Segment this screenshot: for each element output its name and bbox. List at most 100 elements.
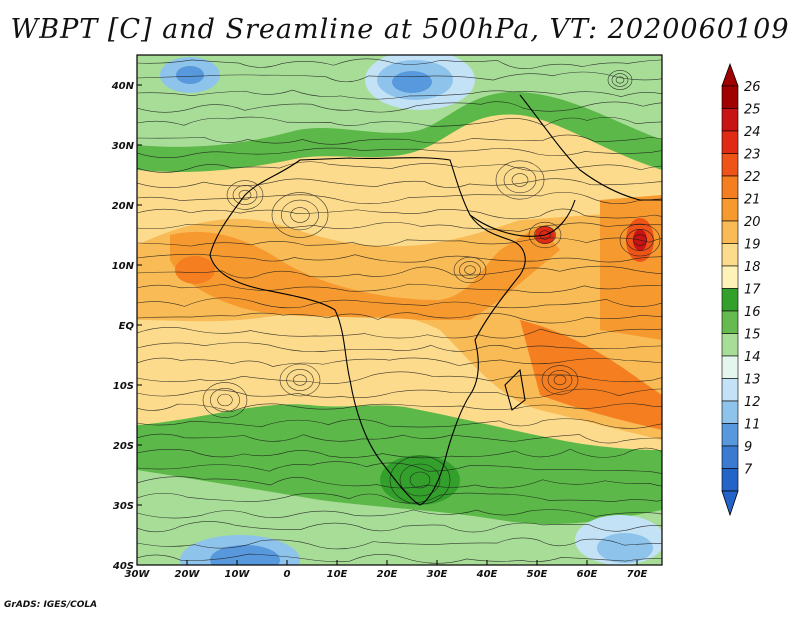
- streamline: [137, 191, 662, 205]
- colorbar-bottom-arrow: [721, 490, 739, 517]
- lat-tick-label: 30S: [113, 501, 134, 512]
- colorbar-swatch: [721, 288, 739, 312]
- streamline-eddy: [217, 393, 233, 407]
- colorbar-swatch: [721, 423, 739, 447]
- streamline: [137, 492, 662, 504]
- streamline-eddy: [202, 382, 248, 418]
- lat-tick-label: 10S: [113, 381, 134, 392]
- streamline-eddy: [459, 261, 481, 279]
- colorbar-label: 17: [744, 283, 761, 298]
- map-field: [137, 55, 662, 565]
- streamline: [137, 433, 662, 444]
- chart-title: WBPT [C] and Sreamline at 500hPa, VT: 20…: [10, 14, 790, 45]
- streamline: [137, 253, 662, 263]
- streamline-eddy: [619, 223, 661, 257]
- streamline-eddy: [409, 471, 431, 489]
- streamline: [137, 509, 662, 519]
- lon-tick-label: 30W: [125, 569, 151, 580]
- colorbar-label: 20: [744, 215, 761, 230]
- streamline-eddy: [464, 265, 476, 275]
- lon-tick-label: 40E: [476, 569, 498, 580]
- colorbar-swatch: [721, 310, 739, 334]
- streamline-eddy: [238, 189, 252, 201]
- colorbar-label: 19: [744, 238, 761, 253]
- colorbar-label: 26: [744, 80, 761, 95]
- streamline: [137, 237, 662, 247]
- streamline-eddy: [389, 455, 451, 505]
- streamline: [137, 71, 662, 83]
- streamline: [137, 476, 662, 489]
- streamline-eddy: [534, 226, 556, 244]
- streamline-eddy: [210, 387, 240, 413]
- colorbar-swatch: [721, 153, 739, 177]
- colorbar-label: 24: [744, 125, 761, 140]
- streamline: [137, 553, 662, 564]
- credit-text: GrADS: IGES/COLA: [4, 600, 98, 610]
- streamline-eddy: [271, 192, 329, 238]
- colorbar-label: 25: [744, 103, 761, 118]
- colorbar-swatch: [721, 198, 739, 222]
- lat-tick-label: EQ: [119, 321, 135, 332]
- streamline: [137, 134, 662, 145]
- streamline: [137, 418, 662, 429]
- streamline: [137, 101, 662, 113]
- colorbar-label: 13: [744, 373, 761, 388]
- colorbar-swatch: [721, 378, 739, 402]
- lat-tick-label: 30N: [112, 141, 135, 152]
- colorbar-swatch: [721, 243, 739, 267]
- streamline: [137, 312, 662, 324]
- streamline-eddy: [503, 166, 537, 194]
- streamline: [137, 537, 662, 550]
- streamline-eddy: [607, 70, 633, 90]
- streamline-eddy: [547, 370, 573, 390]
- streamline: [137, 461, 662, 474]
- lat-tick-label: 40S: [112, 561, 134, 572]
- streamline: [137, 178, 662, 188]
- longitude-axis: 30W 20W 10W 0 10E 20E 30E 40E 50E 60E 70E: [125, 560, 648, 580]
- latitude-axis: 40N 30N 20N 10N EQ 10S 20S 30S 40S: [111, 81, 142, 572]
- colorbar-swatch: [721, 85, 739, 109]
- colorbar-label: 22: [744, 170, 761, 185]
- lon-tick-label: 60E: [577, 569, 598, 580]
- streamline: [137, 447, 662, 459]
- streamline-eddy: [539, 230, 551, 240]
- colorbar-swatch: [721, 333, 739, 357]
- lon-tick-label: 30E: [427, 569, 448, 580]
- streamline: [137, 161, 662, 173]
- colorbar-label: 21: [744, 193, 761, 208]
- streamline: [137, 371, 662, 384]
- colorbar-top-arrow: [721, 62, 739, 87]
- lon-tick-label: 20W: [175, 569, 201, 580]
- colorbar-label: 12: [744, 395, 761, 410]
- colorbar: 26 25 24 23 22 21 20 19 18 17 16 15 14 13 12 11 9 7: [721, 62, 761, 517]
- colorbar-label: 7: [744, 463, 753, 478]
- colorbar-swatch: [721, 108, 739, 132]
- streamlines: [137, 58, 662, 564]
- streamline: [137, 388, 662, 399]
- streamline-eddy: [286, 369, 314, 391]
- colorbar-label: 14: [744, 350, 761, 365]
- colorbar-label: 9: [744, 440, 752, 455]
- streamline: [137, 89, 662, 100]
- streamline: [137, 58, 662, 69]
- streamline-eddy: [626, 229, 654, 251]
- colorbar-label: 18: [744, 260, 761, 275]
- streamline: [137, 342, 662, 353]
- streamline: [137, 297, 662, 309]
- colorbar-swatch: [721, 355, 739, 379]
- colorbar-swatch: [721, 468, 739, 492]
- map-frame: [136, 54, 663, 566]
- lon-tick-label: 10E: [327, 569, 348, 580]
- streamline-eddy: [399, 463, 441, 497]
- lat-tick-label: 10N: [112, 261, 135, 272]
- streamline-eddy: [615, 76, 625, 84]
- streamline-eddy: [279, 363, 321, 397]
- streamline-eddy: [611, 73, 629, 87]
- streamline-eddy: [293, 374, 307, 386]
- colorbar-swatch: [721, 220, 739, 244]
- streamline: [137, 222, 662, 232]
- streamline-eddy: [553, 374, 567, 386]
- colorbar-label: 11: [744, 418, 761, 433]
- streamline: [137, 208, 662, 220]
